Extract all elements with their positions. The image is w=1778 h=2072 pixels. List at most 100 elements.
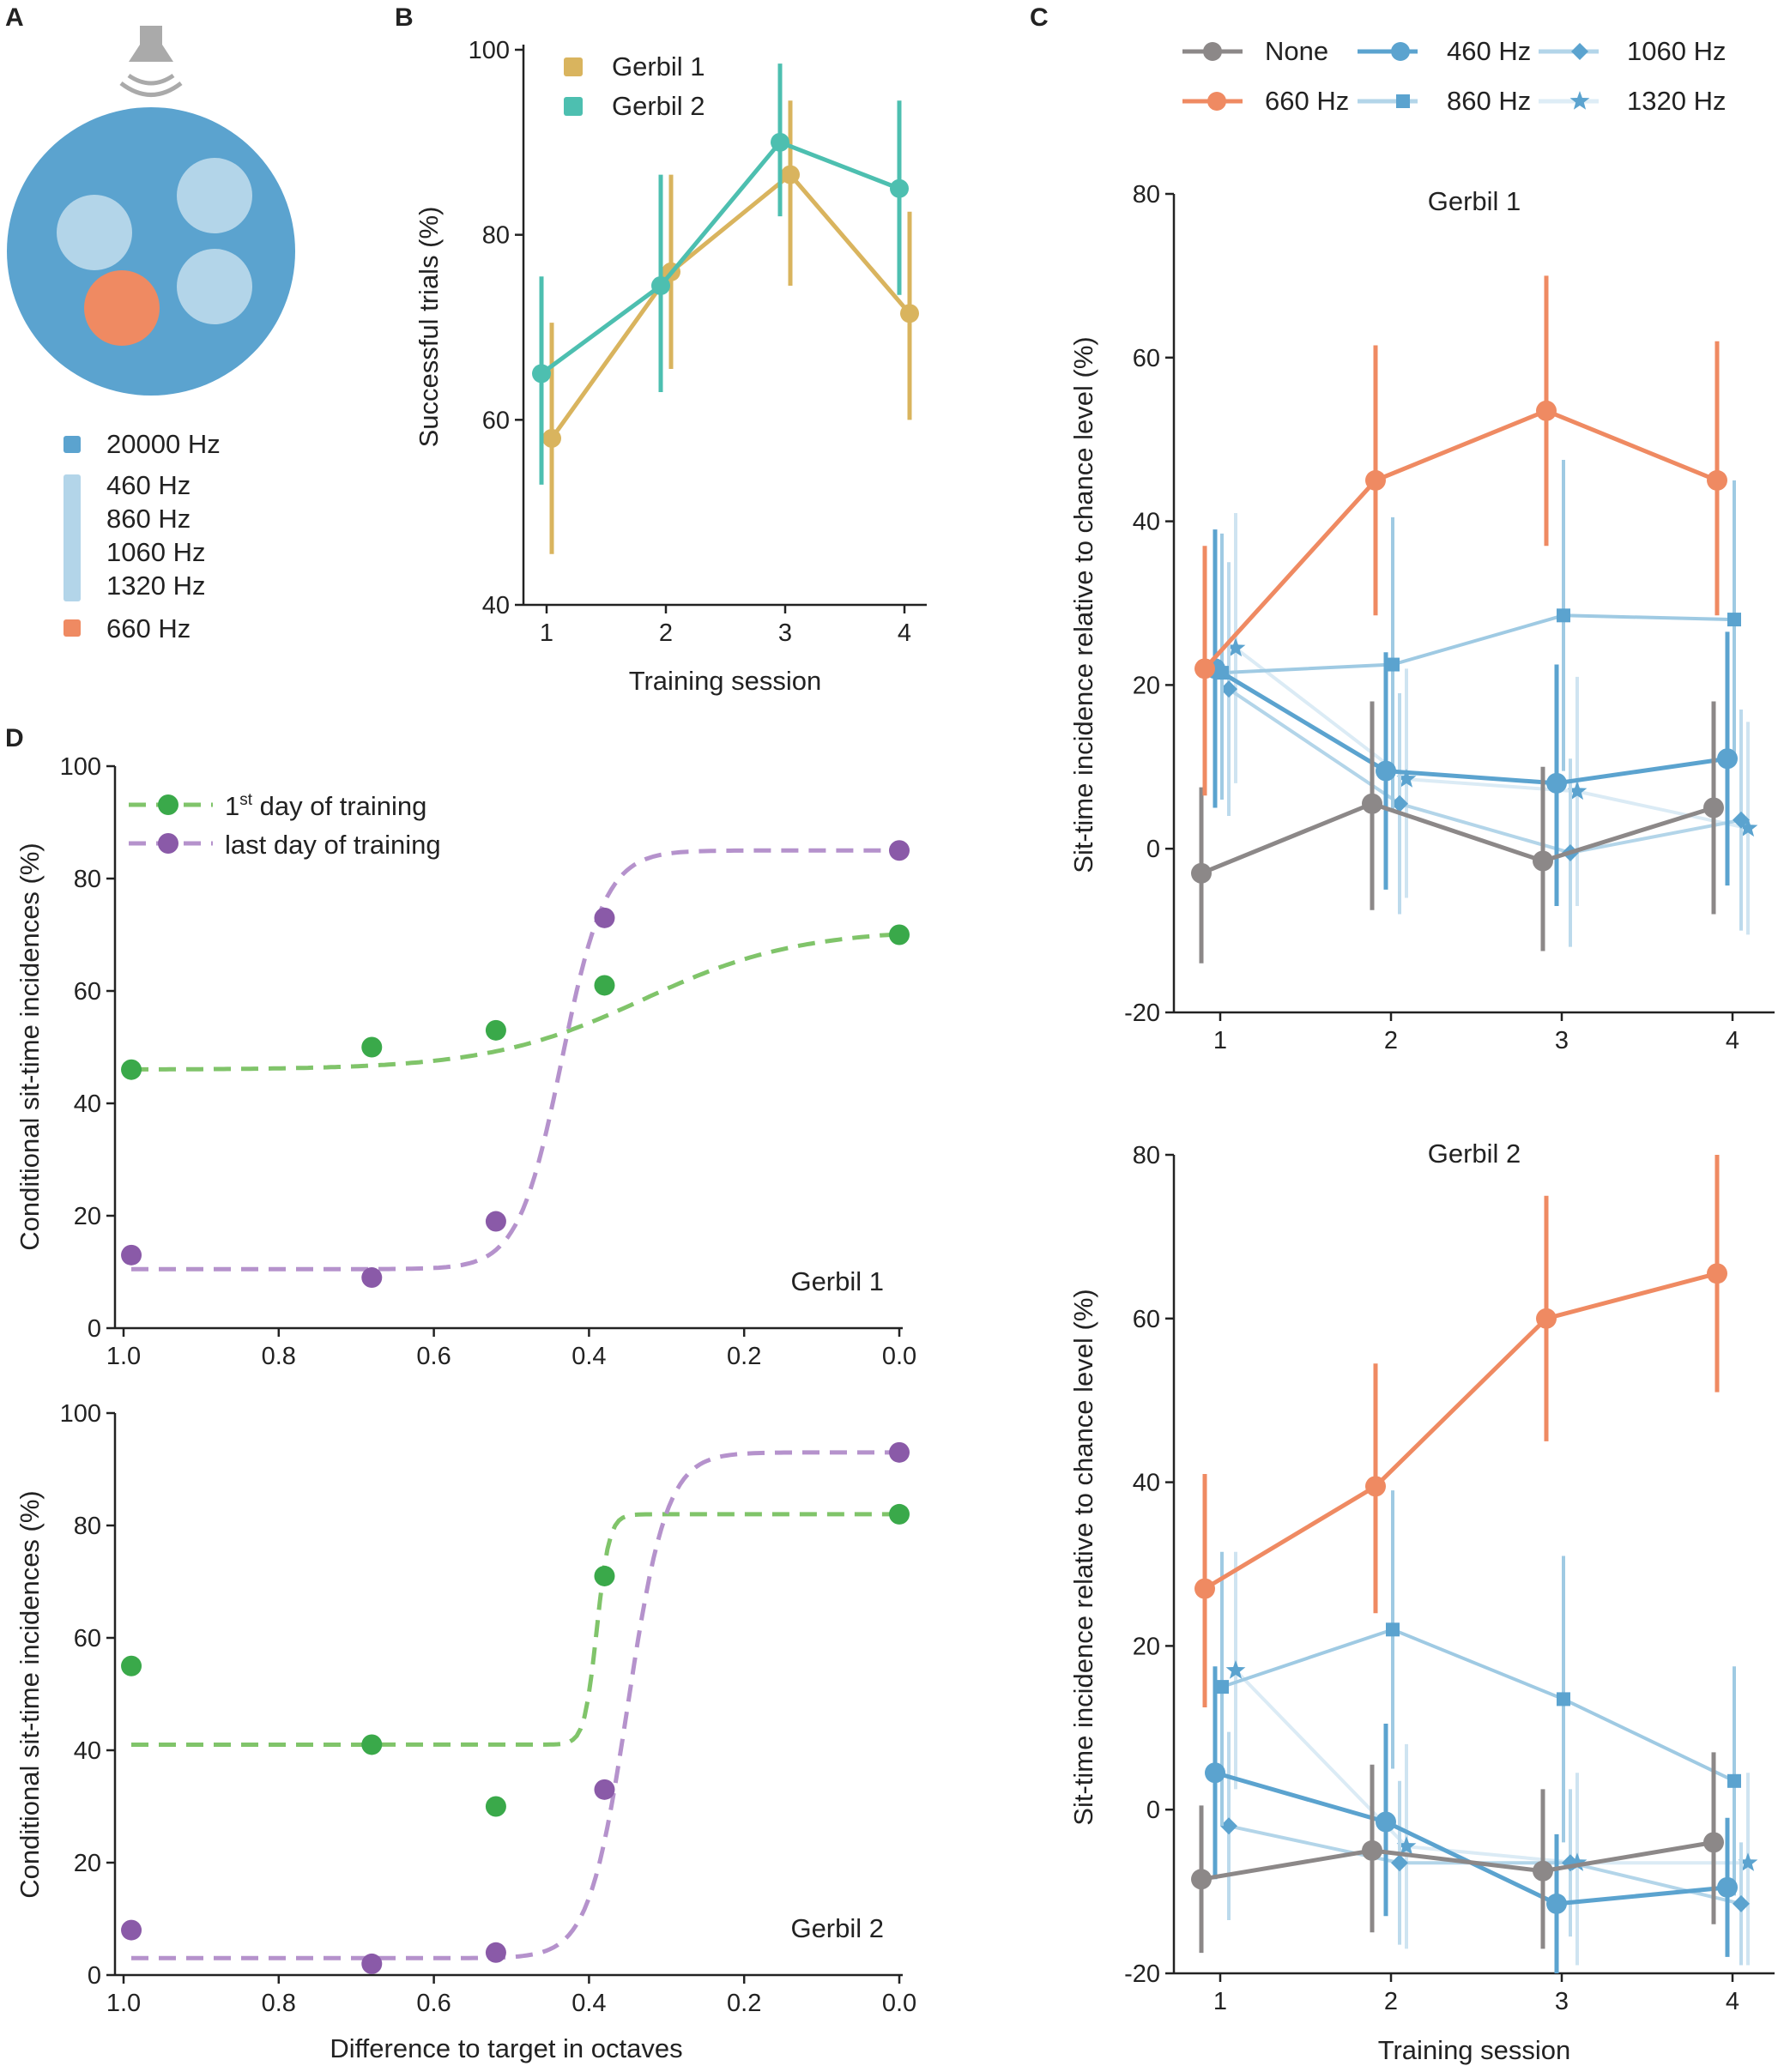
data-point <box>485 1019 506 1041</box>
axesD2-ytick-label-3: 60 <box>74 1625 101 1652</box>
legend-1320: 1320 Hz <box>1539 86 1726 116</box>
fit-curve <box>131 848 899 1272</box>
data-point <box>1396 769 1417 788</box>
series-660 <box>1194 1155 1727 1707</box>
legend-swatch-gerbil1 <box>564 57 583 76</box>
panel-a-letter: A <box>5 3 24 32</box>
panel-d1-ylabel: Conditional sit-time incidences (%) <box>15 843 45 1251</box>
legend-1060: 1060 Hz <box>1539 36 1726 66</box>
data-point <box>1365 1476 1386 1497</box>
data-point <box>1533 1860 1553 1882</box>
panel-b-xtick-label-2: 3 <box>778 619 792 647</box>
axesC2-ytick-label-2: 20 <box>1133 1633 1160 1660</box>
data-point <box>1738 1852 1758 1871</box>
panel-c2-title: Gerbil 2 <box>1428 1139 1521 1169</box>
data-point <box>485 1211 506 1232</box>
legend-label-1320: 1320 Hz <box>106 571 205 601</box>
legend-660: 660 Hz <box>1182 86 1349 116</box>
axesD2-ytick-label-1: 20 <box>74 1850 101 1877</box>
legend-860: 860 Hz <box>1358 86 1531 116</box>
axesD2-xtick-label-2: 0.6 <box>416 1990 451 2017</box>
panel-b-ytick-label-3: 100 <box>469 37 510 64</box>
fit-curve <box>131 1512 899 1747</box>
legend-label-none: None <box>1265 36 1328 66</box>
data-point <box>485 1942 506 1963</box>
axesC2-ytick-label-1: 0 <box>1146 1797 1160 1824</box>
data-point <box>542 428 561 448</box>
data-point <box>890 178 909 198</box>
axesD1-ytick-label-1: 20 <box>74 1203 101 1230</box>
axesC2-xtick-label-2: 3 <box>1555 1988 1569 2015</box>
axesC1-xtick-label-1: 2 <box>1384 1027 1398 1054</box>
panel-b-ylabel: Successful trials (%) <box>414 207 444 448</box>
axesD1-ytick-label-4: 80 <box>74 866 101 893</box>
axesC2-ytick-label-0: -20 <box>1124 1960 1160 1988</box>
panel-d-letter: D <box>5 724 24 752</box>
axesD2-ytick-label-2: 40 <box>74 1737 101 1765</box>
series-line <box>1203 1271 1718 1591</box>
series-line <box>1200 1839 1714 1882</box>
axesD2-xtick-label-0: 1.0 <box>106 1990 141 2017</box>
data-point <box>121 1244 142 1266</box>
data-point <box>900 304 919 323</box>
panel-c2-axes: 1 2 3 4 -20 0 20 40 60 80 <box>1124 1142 1775 2015</box>
series-460 <box>1205 529 1738 906</box>
data-point <box>1376 1811 1396 1833</box>
axesD1-xtick-label-1: 0.8 <box>262 1343 296 1370</box>
data-point <box>1396 1836 1417 1855</box>
data-point <box>121 1655 142 1676</box>
data-point <box>1225 1660 1246 1679</box>
data-point <box>1733 811 1750 829</box>
series-line <box>1221 613 1735 675</box>
legend-label-gerbil2: Gerbil 2 <box>612 91 705 121</box>
axesD1-xtick-label-0: 1.0 <box>106 1343 141 1370</box>
legend-label-660: 660 Hz <box>1265 86 1349 116</box>
legend-460: 460 Hz <box>1358 36 1531 66</box>
data-point <box>1703 797 1724 819</box>
legend-label-20000: 20000 Hz <box>106 429 221 459</box>
axesD1-ytick-label-3: 60 <box>74 978 101 1006</box>
data-point <box>1391 1854 1408 1872</box>
data-point <box>1191 862 1212 884</box>
data-point <box>1362 793 1382 814</box>
data-point <box>1225 637 1246 657</box>
axesD2-ytick-label-5: 100 <box>60 1400 101 1428</box>
legend-label-860: 860 Hz <box>106 504 190 534</box>
data-point <box>651 275 670 295</box>
series-line <box>1200 801 1714 876</box>
legend-swatch-light <box>64 474 81 601</box>
data-point <box>889 924 910 945</box>
data-point <box>1536 400 1557 421</box>
series-last-day <box>121 840 910 1289</box>
legend-label-860: 860 Hz <box>1447 86 1531 116</box>
data-point <box>1703 1832 1724 1853</box>
panel-c1-axes: 1 2 3 4 -20 0 20 40 60 80 <box>1124 181 1775 1054</box>
legend-swatch-gerbil2 <box>564 97 583 116</box>
series-line <box>1213 667 1728 786</box>
axesC2-xtick-label-3: 4 <box>1726 1988 1739 2015</box>
panel-c: C None 460 Hz 1060 Hz 660 H <box>1030 3 1775 2065</box>
panel-b-ytick-label-1: 60 <box>482 407 510 434</box>
panel-c2-xlabel: Training session <box>1378 2035 1571 2065</box>
series-line <box>1234 646 1749 831</box>
axesC1-xtick-label-3: 4 <box>1726 1027 1739 1054</box>
arena-floor <box>7 107 295 396</box>
data-point <box>1194 658 1215 680</box>
data-point <box>781 165 800 184</box>
data-point <box>1386 657 1400 672</box>
legend-none: None <box>1182 36 1328 66</box>
data-point <box>1738 818 1758 837</box>
panel-d2-ylabel: Conditional sit-time incidences (%) <box>15 1490 45 1899</box>
axesD1-xtick-label-3: 0.4 <box>572 1343 606 1370</box>
axesC1-ytick-label-0: -20 <box>1124 1000 1160 1027</box>
series-last-day <box>121 1441 910 1974</box>
data-point <box>1733 1894 1750 1912</box>
series-line <box>1227 687 1742 855</box>
legend-swatch-20000 <box>64 436 81 453</box>
data-point <box>1386 1622 1400 1637</box>
data-point <box>361 1953 383 1974</box>
axesD2-xtick-label-4: 0.2 <box>727 1990 761 2017</box>
legend-label-660: 660 Hz <box>106 613 190 643</box>
data-point <box>121 1919 142 1941</box>
